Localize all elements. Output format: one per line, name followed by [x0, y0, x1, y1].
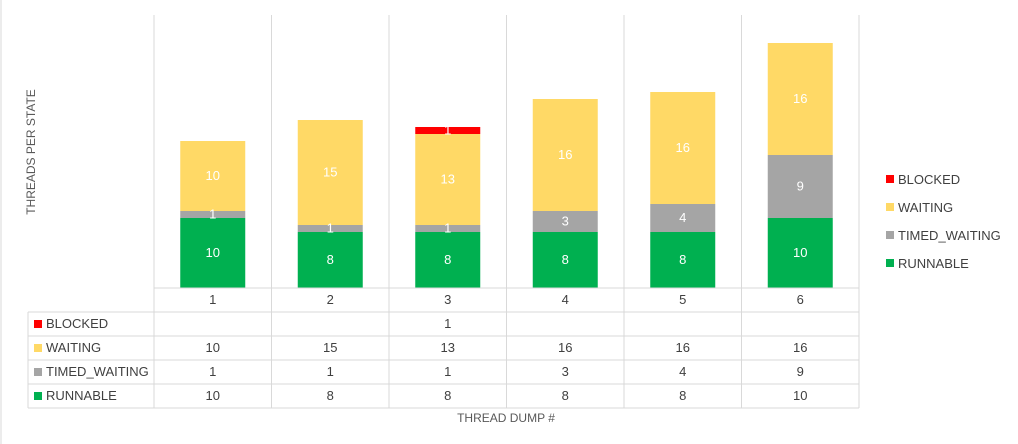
- y-axis-label: THREADS PER STATE: [24, 89, 38, 215]
- table-row-label: BLOCKED: [46, 316, 108, 331]
- table-cell-runnable-2: 8: [327, 388, 334, 403]
- bar-blocked-3: [415, 127, 481, 134]
- table-cell-timed-waiting-5: 4: [679, 364, 686, 379]
- plot-grid: [153, 15, 860, 288]
- data-label-runnable-2: 8: [327, 252, 334, 267]
- legend-label-runnable: RUNNABLE: [898, 256, 969, 271]
- table-cell-timed-waiting-3: 1: [444, 364, 451, 379]
- table-cell-waiting-2: 15: [323, 340, 337, 355]
- legend-swatch-runnable: [886, 259, 894, 267]
- bar-timed-waiting-2: [297, 225, 363, 232]
- data-label-waiting-5: 16: [676, 140, 690, 155]
- table-cell-runnable-5: 8: [679, 388, 686, 403]
- legend-label-blocked: BLOCKED: [898, 172, 960, 187]
- data-label-timed-waiting-6: 9: [797, 179, 804, 194]
- table-cell-waiting-6: 16: [793, 340, 807, 355]
- bar-waiting-2: [297, 120, 363, 225]
- data-label-runnable-6: 10: [793, 245, 807, 260]
- table-cell-waiting-1: 10: [206, 340, 220, 355]
- bar-runnable-6: [767, 218, 833, 288]
- legend-swatch-timed-waiting: [886, 231, 894, 239]
- bar-timed-waiting-3: [415, 225, 481, 232]
- data-label-timed-waiting-5: 4: [679, 210, 686, 225]
- x-tick-label: 4: [562, 292, 569, 307]
- table-key-timed-waiting: [34, 368, 42, 376]
- legend: BLOCKED WAITING TIMED_WAITING RUNNABLE: [886, 172, 1001, 271]
- table-cell-runnable-6: 10: [793, 388, 807, 403]
- data-label-waiting-4: 16: [558, 147, 572, 162]
- table-cell-timed-waiting-4: 3: [562, 364, 569, 379]
- data-label-timed-waiting-2: 1: [327, 221, 334, 236]
- bar-runnable-4: [532, 232, 598, 288]
- data-label-timed-waiting-1: 1: [209, 207, 216, 222]
- table-cell-waiting-3: 13: [441, 340, 455, 355]
- bar-timed-waiting-6: [767, 155, 833, 218]
- table-cell-timed-waiting-6: 9: [797, 364, 804, 379]
- x-axis-label: THREAD DUMP #: [457, 411, 555, 425]
- bar-waiting-6: [767, 43, 833, 155]
- table-row-label: TIMED_WAITING: [46, 364, 149, 379]
- table-cell-timed-waiting-2: 1: [327, 364, 334, 379]
- legend-label-timed-waiting: TIMED_WAITING: [898, 228, 1001, 243]
- x-tick-label: 5: [679, 292, 686, 307]
- table-cell-timed-waiting-1: 1: [209, 364, 216, 379]
- bar-timed-waiting-4: [532, 211, 598, 232]
- bar-runnable-2: [297, 232, 363, 288]
- x-tick-label: 6: [797, 292, 804, 307]
- data-label-runnable-1: 10: [206, 245, 220, 260]
- bar-runnable-1: [180, 218, 246, 288]
- data-label-waiting-2: 15: [323, 165, 337, 180]
- bar-waiting-4: [532, 99, 598, 211]
- data-label-runnable-4: 8: [562, 252, 569, 267]
- bar-timed-waiting-1: [180, 211, 246, 218]
- data-label-runnable-3: 8: [444, 252, 451, 267]
- x-tick-label: 2: [327, 292, 334, 307]
- legend-swatch-blocked: [886, 175, 894, 183]
- table-key-waiting: [34, 344, 42, 352]
- legend-label-waiting: WAITING: [898, 200, 953, 215]
- data-label-waiting-6: 16: [793, 91, 807, 106]
- table-cell-waiting-4: 16: [558, 340, 572, 355]
- bars-layer: [180, 43, 833, 288]
- data-label-timed-waiting-3: 1: [444, 221, 451, 236]
- x-tick-label: 3: [444, 292, 451, 307]
- data-label-blocked-3: 1: [444, 123, 451, 138]
- bar-runnable-3: [415, 232, 481, 288]
- table-row-label: RUNNABLE: [46, 388, 117, 403]
- bar-waiting-3: [415, 134, 481, 225]
- data-label-waiting-1: 10: [206, 168, 220, 183]
- bar-waiting-1: [180, 141, 246, 211]
- table-row-label: WAITING: [46, 340, 101, 355]
- data-label-runnable-5: 8: [679, 252, 686, 267]
- table-cell-runnable-4: 8: [562, 388, 569, 403]
- bar-waiting-5: [650, 92, 716, 204]
- bar-timed-waiting-5: [650, 204, 716, 232]
- data-label-waiting-3: 13: [441, 172, 455, 187]
- x-tick-label: 1: [209, 292, 216, 307]
- bar-labels-layer: 10 1 10 8 1 15 8 1 13 1 8 3 16 8 4 16 10 9 16: [206, 91, 808, 267]
- bar-runnable-5: [650, 232, 716, 288]
- table-cell-waiting-5: 16: [676, 340, 690, 355]
- data-label-timed-waiting-4: 3: [562, 214, 569, 229]
- table-key-blocked: [34, 320, 42, 328]
- legend-swatch-waiting: [886, 203, 894, 211]
- table-key-runnable: [34, 392, 42, 400]
- table-cell-runnable-3: 8: [444, 388, 451, 403]
- table-cell-blocked-3: 1: [444, 316, 451, 331]
- table-cell-runnable-1: 10: [206, 388, 220, 403]
